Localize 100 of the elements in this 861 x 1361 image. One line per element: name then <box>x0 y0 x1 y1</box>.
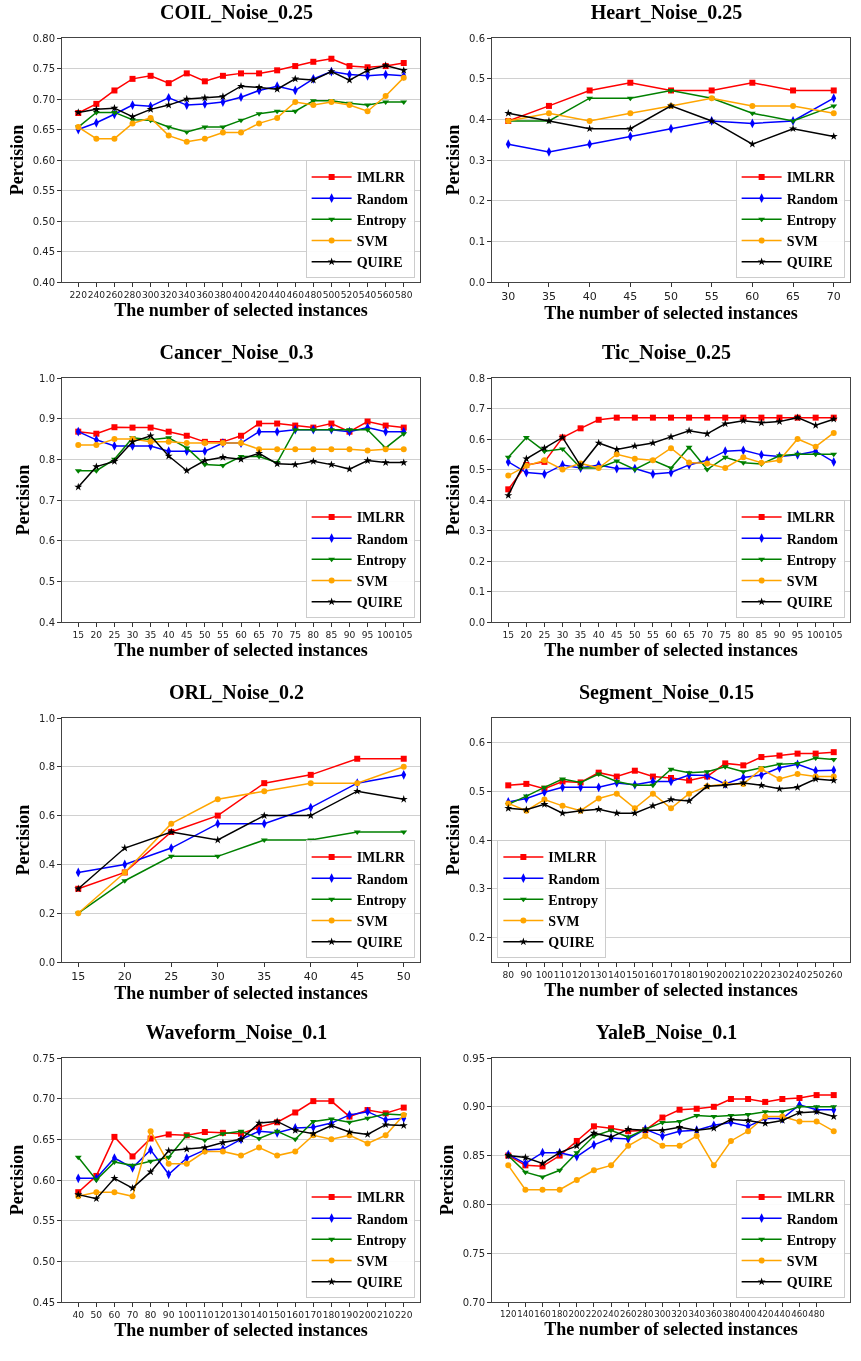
x-axis-title: The number of selected instances <box>544 303 798 324</box>
y-tick-label: 0.4 <box>469 494 485 506</box>
x-tick-label: 220 <box>395 1309 413 1320</box>
legend-label: QUIRE <box>548 935 595 951</box>
x-tick-label: 85 <box>755 629 768 640</box>
x-tick-label: 440 <box>268 289 287 300</box>
x-tick-label: 170 <box>662 969 680 980</box>
legend-label: SVM <box>786 574 818 589</box>
y-axis-title: Percision <box>443 464 464 536</box>
x-tick-label: 280 <box>637 1309 654 1320</box>
legend-label: IMLRR <box>786 1190 836 1206</box>
y-tick-label: 0.6 <box>39 535 55 547</box>
x-tick-label: 420 <box>250 289 268 300</box>
legend-label: IMLRR <box>356 510 406 526</box>
x-tick-label: 70 <box>271 629 284 640</box>
legend-label: SVM <box>356 574 388 589</box>
x-tick-label: 100 <box>178 1309 196 1320</box>
legend-label: QUIRE <box>786 255 833 271</box>
x-tick-label: 65 <box>253 629 266 640</box>
x-tick-label: 220 <box>752 969 771 980</box>
y-tick-label: 0.65 <box>32 124 55 135</box>
x-tick-label: 55 <box>704 290 719 304</box>
x-tick-label: 60 <box>108 1309 121 1320</box>
x-tick-label: 260 <box>619 1309 637 1320</box>
y-axis-title: Percision <box>6 124 27 196</box>
x-tick-label: 120 <box>500 1309 517 1320</box>
legend-label: Random <box>356 191 409 207</box>
y-tick-label: 0.55 <box>32 185 55 196</box>
y-tick-label: 0.70 <box>462 1296 485 1308</box>
y-tick-label: 0.45 <box>32 1296 55 1308</box>
y-tick-label: 0.8 <box>39 453 55 465</box>
x-tick-label: 130 <box>232 1309 250 1320</box>
y-tick-label: 0.8 <box>39 761 55 773</box>
legend-label: QUIRE <box>356 935 403 951</box>
x-tick-label: 190 <box>698 969 717 980</box>
x-tick-label: 50 <box>199 629 211 640</box>
y-tick-label: 0.55 <box>32 1215 55 1227</box>
x-tick-label: 300 <box>141 289 160 300</box>
legend-label: IMLRR <box>548 850 598 866</box>
x-tick-label: 50 <box>629 629 641 640</box>
y-tick-label: 0.65 <box>32 1133 55 1145</box>
x-tick-label: 260 <box>825 969 843 980</box>
y-tick-label: 0.1 <box>469 586 485 597</box>
x-tick-label: 250 <box>806 969 825 980</box>
y-tick-label: 0.6 <box>469 736 485 748</box>
x-tick-label: 180 <box>680 969 698 980</box>
legend-label: IMLRR <box>786 170 836 186</box>
x-tick-label: 380 <box>214 289 232 300</box>
x-tick-label: 210 <box>376 1309 395 1320</box>
y-tick-label: 0.50 <box>32 215 55 227</box>
x-tick-label: 340 <box>688 1309 705 1320</box>
chart-title: Waveform_Noise_0.1 <box>145 1021 328 1044</box>
x-tick-label: 30 <box>210 970 225 984</box>
x-tick-label: 35 <box>574 629 587 640</box>
x-tick-label: 30 <box>556 629 569 640</box>
y-axis-title: Percision <box>443 804 464 876</box>
legend-label: Random <box>356 871 409 887</box>
x-tick-label: 15 <box>502 629 515 640</box>
x-axis-title: The number of selected instances <box>544 1319 798 1340</box>
x-tick-label: 20 <box>520 629 533 640</box>
x-tick-label: 440 <box>774 1309 791 1320</box>
x-tick-label: 540 <box>358 289 377 300</box>
x-tick-label: 100 <box>535 969 554 980</box>
x-tick-label: 105 <box>825 629 843 640</box>
x-tick-label: 45 <box>623 290 638 304</box>
chart-title: Cancer_Noise_0.3 <box>159 341 314 364</box>
y-tick-label: 0.80 <box>462 1198 485 1210</box>
x-tick-label: 320 <box>159 289 178 300</box>
y-tick-label: 0.2 <box>469 932 485 944</box>
x-tick-label: 60 <box>665 629 677 640</box>
y-tick-label: 1.0 <box>39 372 55 384</box>
y-tick-label: 0.0 <box>469 616 485 628</box>
y-tick-label: 0.80 <box>32 32 55 44</box>
x-tick-label: 140 <box>250 1309 268 1320</box>
legend-label: Entropy <box>356 1232 407 1248</box>
x-tick-label: 110 <box>196 1309 214 1320</box>
x-tick-label: 85 <box>325 629 338 640</box>
x-tick-label: 70 <box>701 629 714 640</box>
y-axis-title: Percision <box>443 124 464 196</box>
y-tick-label: 0.75 <box>32 1052 55 1064</box>
legend-label: QUIRE <box>356 595 403 611</box>
legend-label: IMLRR <box>356 850 406 866</box>
x-tick-label: 240 <box>602 1309 620 1320</box>
x-tick-label: 140 <box>608 969 626 980</box>
y-tick-label: 0.70 <box>32 93 55 105</box>
x-tick-label: 460 <box>286 289 305 300</box>
x-tick-label: 80 <box>502 969 515 980</box>
x-axis-title: The number of selected instances <box>544 979 798 1000</box>
x-tick-label: 40 <box>592 629 605 640</box>
y-axis-title: Percision <box>13 464 34 536</box>
y-tick-label: 0.45 <box>32 246 55 257</box>
x-tick-label: 380 <box>722 1309 740 1320</box>
x-tick-label: 480 <box>304 289 323 300</box>
x-tick-label: 90 <box>343 629 356 640</box>
x-tick-label: 90 <box>162 1309 175 1320</box>
y-tick-label: 0.4 <box>39 616 55 628</box>
x-tick-label: 160 <box>644 969 662 980</box>
legend-label: Entropy <box>786 552 837 568</box>
y-tick-label: 0.75 <box>32 63 55 74</box>
x-tick-label: 45 <box>610 629 623 640</box>
